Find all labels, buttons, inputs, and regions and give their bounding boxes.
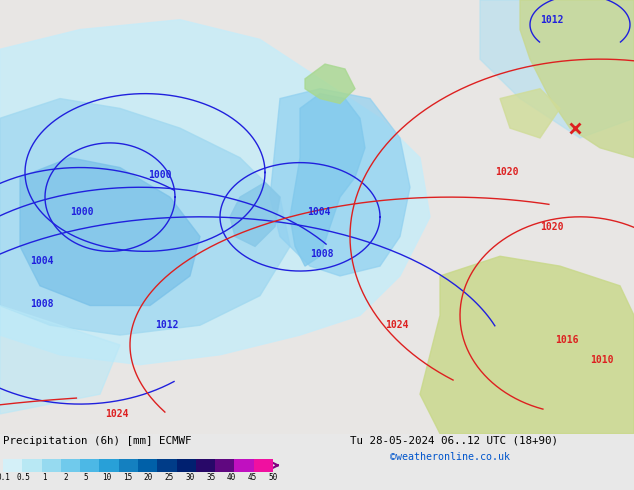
Polygon shape (230, 182, 280, 246)
Text: ©weatheronline.co.uk: ©weatheronline.co.uk (390, 452, 510, 462)
Polygon shape (520, 0, 634, 158)
Text: 1010: 1010 (590, 355, 614, 365)
Text: 20: 20 (144, 473, 153, 482)
Polygon shape (270, 89, 410, 276)
Text: 1020: 1020 (540, 221, 564, 232)
Polygon shape (480, 0, 634, 138)
Text: 0.5: 0.5 (17, 473, 30, 482)
Text: 45: 45 (248, 473, 257, 482)
Polygon shape (305, 64, 355, 103)
Bar (157, 459, 177, 472)
Polygon shape (420, 256, 634, 434)
Polygon shape (290, 94, 365, 266)
Bar (215, 459, 235, 472)
Bar (80, 459, 100, 472)
Text: 1024: 1024 (385, 320, 408, 330)
Text: 25: 25 (165, 473, 174, 482)
Polygon shape (0, 306, 120, 414)
Bar (100, 459, 119, 472)
Text: 1000: 1000 (148, 171, 172, 180)
Bar (3, 459, 22, 472)
Polygon shape (0, 98, 290, 335)
Bar (177, 459, 196, 472)
Text: 0.1: 0.1 (0, 473, 10, 482)
Text: 1008: 1008 (310, 249, 333, 259)
Polygon shape (0, 20, 430, 365)
Bar (119, 459, 138, 472)
Text: 5: 5 (84, 473, 88, 482)
Text: 2: 2 (63, 473, 68, 482)
Bar (138, 459, 157, 472)
Text: 50: 50 (268, 473, 278, 482)
Text: 1020: 1020 (495, 168, 519, 177)
Text: 40: 40 (227, 473, 236, 482)
Polygon shape (500, 89, 560, 138)
Text: Precipitation (6h) [mm] ECMWF: Precipitation (6h) [mm] ECMWF (3, 436, 191, 446)
Text: 30: 30 (185, 473, 195, 482)
Bar (61, 459, 80, 472)
Text: 1000: 1000 (70, 207, 93, 217)
Text: 1: 1 (42, 473, 47, 482)
Text: 15: 15 (123, 473, 133, 482)
Text: 1004: 1004 (30, 256, 53, 266)
Text: 1024: 1024 (105, 409, 129, 419)
Text: 1004: 1004 (307, 207, 330, 217)
Text: 35: 35 (206, 473, 216, 482)
Text: 1008: 1008 (30, 298, 53, 309)
Text: 10: 10 (102, 473, 112, 482)
Bar (254, 459, 273, 472)
Bar (22, 459, 42, 472)
Text: 1016: 1016 (555, 335, 578, 345)
Bar (196, 459, 215, 472)
Text: 1012: 1012 (155, 320, 179, 330)
Text: 1012: 1012 (540, 15, 564, 25)
Text: Tu 28-05-2024 06..12 UTC (18+90): Tu 28-05-2024 06..12 UTC (18+90) (350, 436, 558, 446)
Polygon shape (20, 158, 200, 306)
Bar (235, 459, 254, 472)
Bar (42, 459, 61, 472)
